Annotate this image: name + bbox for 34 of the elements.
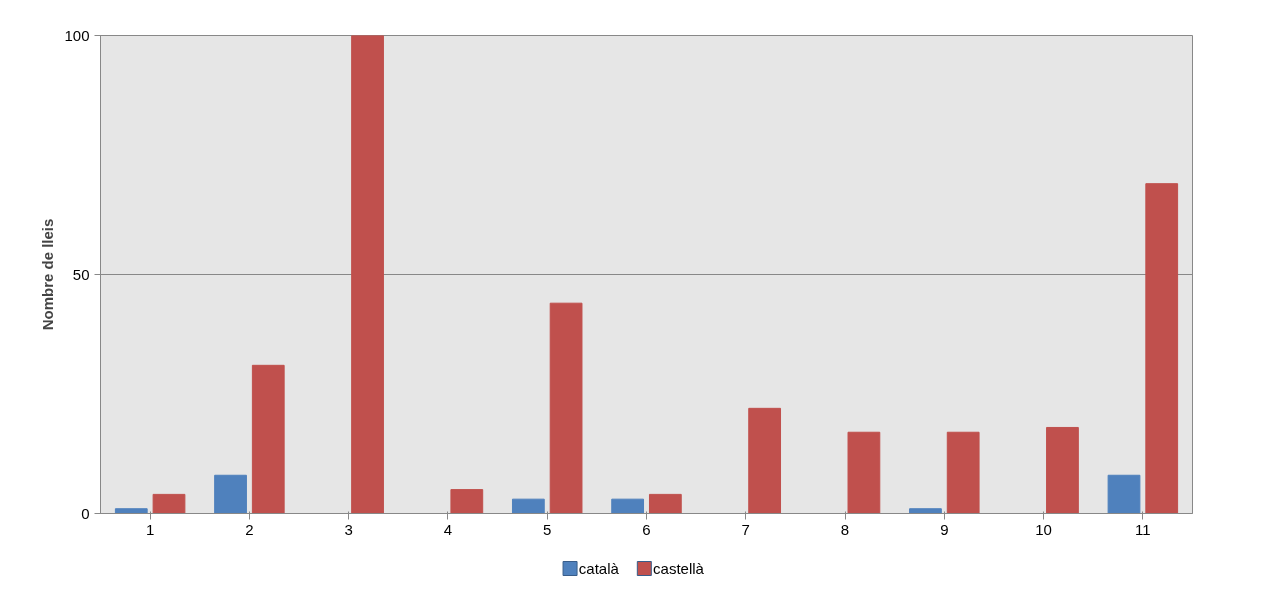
bar bbox=[847, 431, 881, 514]
bar bbox=[251, 364, 285, 514]
x-tick-label: 5 bbox=[543, 520, 552, 538]
bar bbox=[648, 493, 682, 514]
bar bbox=[511, 498, 545, 514]
bar bbox=[351, 35, 384, 514]
bar bbox=[1107, 474, 1141, 514]
bar bbox=[450, 489, 484, 514]
x-tick-label: 1 bbox=[145, 520, 155, 538]
bar bbox=[909, 508, 942, 514]
x-tick-label: 6 bbox=[642, 520, 651, 538]
y-tick-label: 100 bbox=[64, 26, 90, 44]
bar bbox=[152, 493, 186, 514]
bar bbox=[549, 302, 583, 514]
x-tick-label: 11 bbox=[1135, 520, 1151, 538]
x-tick-label: 7 bbox=[741, 520, 750, 538]
bar bbox=[1145, 183, 1179, 514]
y-axis-title: Nombre de lleis bbox=[39, 218, 57, 331]
legend-label: català bbox=[578, 560, 620, 577]
y-tick-label: 0 bbox=[81, 504, 90, 522]
x-tick-label: 3 bbox=[344, 520, 353, 538]
x-tick-label: 4 bbox=[443, 520, 453, 538]
bar bbox=[946, 431, 980, 514]
legend-label: castellà bbox=[653, 560, 705, 577]
bar bbox=[114, 508, 148, 514]
x-tick-label: 2 bbox=[245, 520, 254, 538]
x-tick-label: 8 bbox=[840, 520, 850, 538]
bar bbox=[1046, 426, 1079, 514]
bar bbox=[214, 474, 247, 514]
x-tick-label: 10 bbox=[1035, 520, 1052, 538]
bar bbox=[748, 407, 782, 514]
y-tick-label: 50 bbox=[72, 265, 90, 283]
bar bbox=[611, 498, 645, 514]
x-tick-label: 9 bbox=[940, 520, 949, 538]
